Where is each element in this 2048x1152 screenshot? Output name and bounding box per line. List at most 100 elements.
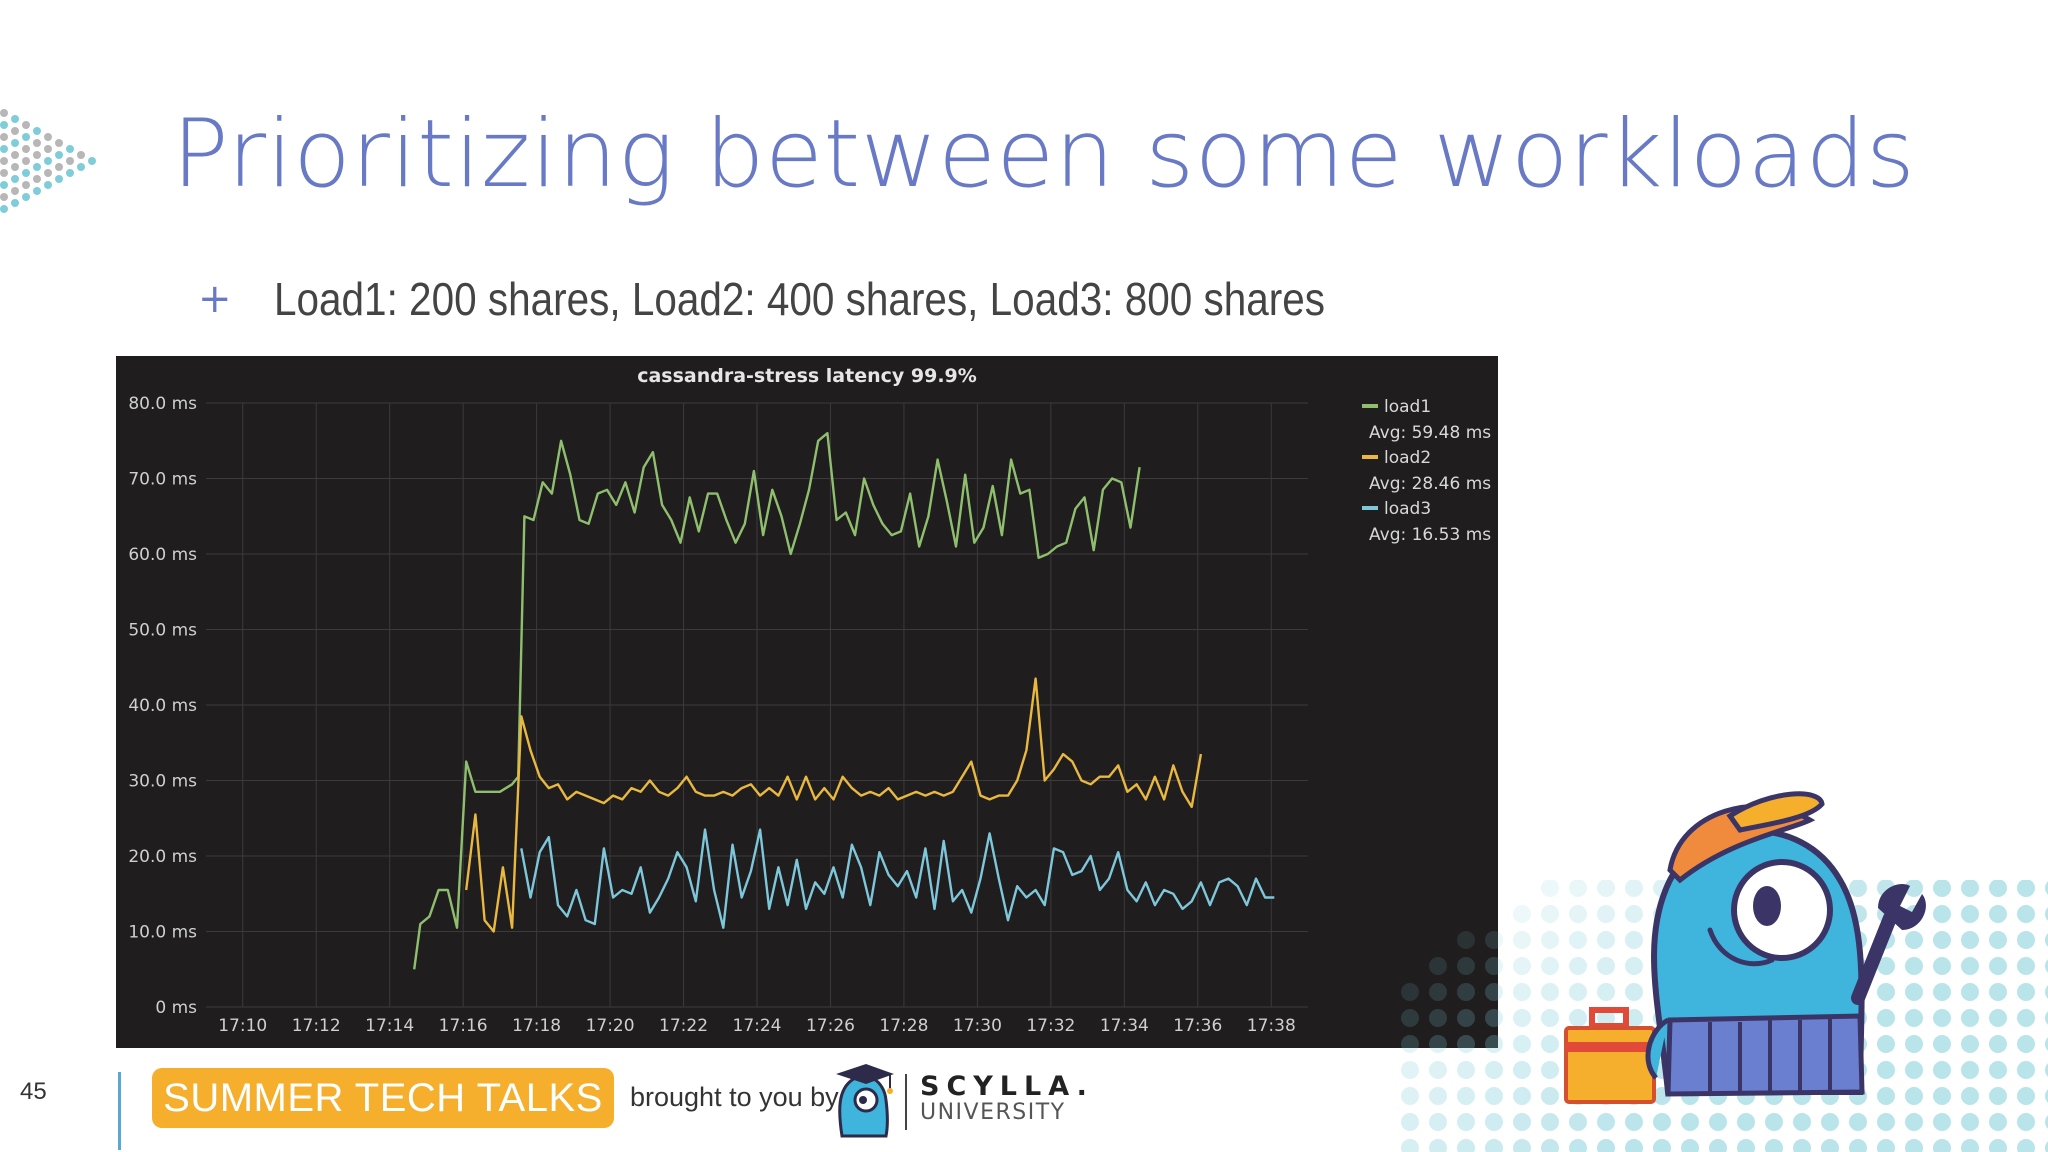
- deco-dot: [1541, 1035, 1559, 1053]
- legend-avg-load1: Avg: 59.48 ms: [1369, 423, 1491, 443]
- deco-dot: [1457, 1009, 1475, 1027]
- legend-label-load3: load3: [1384, 499, 1431, 519]
- deco-dot: [1625, 1139, 1643, 1152]
- x-tick-label: 17:22: [659, 1016, 708, 1036]
- deco-dot: [66, 145, 74, 153]
- deco-dot: [1681, 1113, 1699, 1131]
- deco-dot: [1933, 1061, 1951, 1079]
- deco-dot: [1849, 880, 1867, 897]
- deco-dot: [1429, 1113, 1447, 1131]
- deco-dot: [1989, 1113, 2007, 1131]
- deco-dot: [1961, 1061, 1979, 1079]
- deco-dot: [2045, 1141, 2048, 1152]
- deco-dot: [1989, 931, 2007, 949]
- deco-dot: [11, 163, 19, 171]
- deco-dot: [1541, 905, 1559, 923]
- x-tick-label: 17:10: [218, 1016, 267, 1036]
- deco-dot: [1569, 1113, 1587, 1131]
- deco-dot: [77, 163, 85, 171]
- deco-dot: [11, 127, 19, 135]
- bullet-text: Load1: 200 shares, Load2: 400 shares, Lo…: [274, 273, 1326, 325]
- deco-dot: [1905, 931, 1923, 949]
- deco-dot: [44, 145, 52, 153]
- y-tick-label: 40.0 ms: [128, 696, 197, 716]
- deco-dot: [2017, 1087, 2035, 1105]
- deco-dot: [66, 169, 74, 177]
- dot-pattern-left: [0, 109, 96, 213]
- deco-dot: [1989, 957, 2007, 975]
- deco-dot: [33, 175, 41, 183]
- summer-tech-talks-text: SUMMER TECH TALKS: [163, 1075, 603, 1120]
- series-line-load2: [465, 677, 1203, 933]
- deco-dot: [1401, 1087, 1419, 1105]
- deco-dot: [1709, 1139, 1727, 1152]
- deco-dot: [1961, 983, 1979, 1001]
- deco-dot: [1513, 905, 1531, 923]
- deco-dot: [1933, 1113, 1951, 1131]
- deco-dot: [11, 175, 19, 183]
- deco-dot: [2017, 931, 2035, 949]
- deco-dot: [1457, 1061, 1475, 1079]
- deco-dot: [33, 127, 41, 135]
- series-line-load1: [413, 431, 1141, 970]
- deco-dot: [33, 151, 41, 159]
- deco-dot: [1429, 1035, 1447, 1053]
- deco-dot: [1625, 983, 1643, 1001]
- latency-chart: cassandra-stress latency 99.9% 0 ms 10.0 m…: [116, 356, 1498, 1048]
- x-tick-label: 17:32: [1026, 1016, 1075, 1036]
- deco-dot: [1541, 983, 1559, 1001]
- deco-dot: [2045, 985, 2048, 999]
- deco-dot: [1989, 1139, 2007, 1152]
- deco-dot: [55, 151, 63, 159]
- deco-dot: [1597, 1009, 1615, 1027]
- x-tick-label: 17:28: [879, 1016, 928, 1036]
- deco-dot: [1485, 957, 1503, 975]
- deco-dot: [1905, 880, 1923, 897]
- deco-dot: [1989, 905, 2007, 923]
- deco-dot: [2017, 983, 2035, 1001]
- deco-dot: [1989, 1009, 2007, 1027]
- deco-dot: [1933, 1035, 1951, 1053]
- x-tick-label: 17:20: [586, 1016, 635, 1036]
- legend-label-load2: load2: [1384, 448, 1431, 468]
- deco-dot: [1513, 983, 1531, 1001]
- deco-dot: [1989, 983, 2007, 1001]
- deco-dot: [1961, 1035, 1979, 1053]
- deco-dot: [55, 163, 63, 171]
- deco-dot: [1793, 1139, 1811, 1152]
- deco-dot: [1541, 1061, 1559, 1079]
- deco-dot: [1597, 983, 1615, 1001]
- deco-dot: [0, 193, 8, 201]
- deco-dot: [1989, 1061, 2007, 1079]
- deco-dot: [1933, 983, 1951, 1001]
- y-tick-label: 80.0 ms: [128, 394, 197, 414]
- chart-svg: cassandra-stress latency 99.9% 0 ms 10.0 m…: [128, 365, 1491, 1036]
- deco-dot: [2045, 959, 2048, 973]
- deco-dot: [1485, 1009, 1503, 1027]
- deco-dot: [1485, 1035, 1503, 1053]
- deco-dot: [1597, 905, 1615, 923]
- y-tick-label: 20.0 ms: [128, 847, 197, 867]
- deco-dot: [1401, 1113, 1419, 1131]
- deco-dot: [1485, 1113, 1503, 1131]
- deco-dot: [2017, 1139, 2035, 1152]
- deco-dot: [1597, 957, 1615, 975]
- x-tick-label: 17:30: [953, 1016, 1002, 1036]
- deco-dot: [1877, 1009, 1895, 1027]
- deco-dot: [33, 163, 41, 171]
- deco-dot: [1765, 1139, 1783, 1152]
- deco-dot: [1961, 1009, 1979, 1027]
- brought-to-you-by: brought to you by: [630, 1082, 839, 1112]
- deco-dot: [1429, 1087, 1447, 1105]
- deco-dot: [1513, 1113, 1531, 1131]
- x-tick-label: 17:12: [292, 1016, 341, 1036]
- deco-dot: [1569, 1139, 1587, 1152]
- x-tick-label: 17:18: [512, 1016, 561, 1036]
- deco-dot: [44, 157, 52, 165]
- x-tick-label: 17:24: [733, 1016, 782, 1036]
- y-tick-label: 70.0 ms: [128, 470, 197, 490]
- deco-dot: [1569, 983, 1587, 1001]
- deco-dot: [1513, 1009, 1531, 1027]
- deco-dot: [77, 151, 85, 159]
- deco-dot: [1961, 905, 1979, 923]
